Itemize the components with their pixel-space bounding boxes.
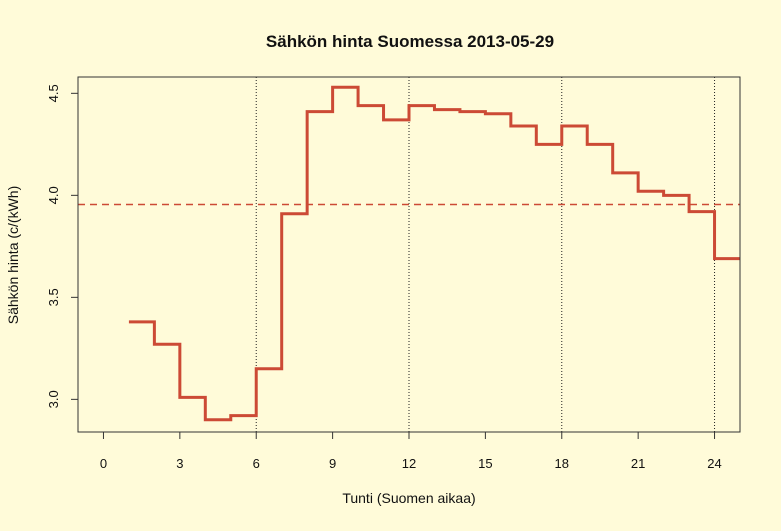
y-axis-label: Sähkön hinta (c/(kWh): [5, 186, 21, 325]
chart-title: Sähkön hinta Suomessa 2013-05-29: [266, 32, 554, 51]
y-tick-label-2: 4.0: [46, 186, 61, 204]
y-tick-label-3: 4.5: [46, 84, 61, 102]
series-group: [128, 85, 740, 422]
price-step-line-0: [128, 85, 740, 422]
x-tick-label-24: 24: [707, 456, 721, 471]
y-axis: 3.0 3.5 4.0 4.5: [46, 84, 79, 408]
x-tick-label-0: 0: [100, 456, 107, 471]
vertical-gridlines: [255, 77, 716, 432]
x-tick-label-18: 18: [555, 456, 569, 471]
x-tick-label-21: 21: [631, 456, 645, 471]
x-tick-label-6: 6: [253, 456, 260, 471]
x-tick-label-3: 3: [176, 456, 183, 471]
y-tick-label-1: 3.5: [46, 288, 61, 306]
x-tick-label-12: 12: [402, 456, 416, 471]
y-tick-label-0: 3.0: [46, 390, 61, 408]
x-tick-label-15: 15: [478, 456, 492, 471]
x-tick-label-9: 9: [329, 456, 336, 471]
x-axis-label: Tunti (Suomen aikaa): [342, 490, 475, 506]
x-axis: 0 3 6 9 12 15 18 21 24: [100, 431, 722, 471]
